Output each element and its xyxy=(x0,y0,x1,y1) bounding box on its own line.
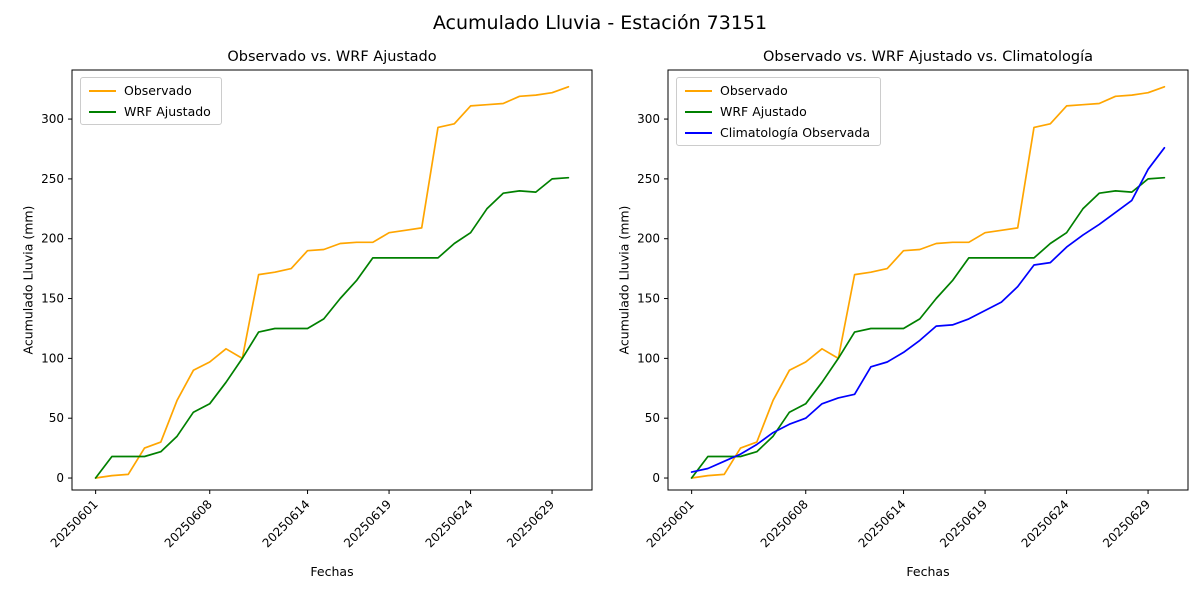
left-chart-ylabel: Acumulado Lluvia (mm) xyxy=(20,205,36,355)
svg-text:20250619: 20250619 xyxy=(937,497,990,550)
left-chart-legend: Observado WRF Ajustado xyxy=(80,77,222,125)
observado-line-swatch xyxy=(89,89,116,92)
wrf-ajustado-line-swatch xyxy=(685,110,712,113)
svg-text:20250614: 20250614 xyxy=(856,497,909,550)
legend-label: Observado xyxy=(720,83,788,98)
svg-text:50: 50 xyxy=(645,411,660,425)
legend-entry: WRF Ajustado xyxy=(89,104,211,119)
right-chart-ylabel: Acumulado Lluvia (mm) xyxy=(616,205,632,355)
series-line-observado xyxy=(690,85,1166,479)
legend-label: Observado xyxy=(124,83,192,98)
legend-entry: Observado xyxy=(685,83,870,98)
right-chart-title: Observado vs. WRF Ajustado vs. Climatolo… xyxy=(763,49,1093,65)
series-line-wrf-ajustado xyxy=(690,176,1166,479)
svg-text:0: 0 xyxy=(56,471,64,485)
wrf-ajustado-line-swatch xyxy=(89,110,116,113)
right-chart-canvas: 0 50 100 150 200 250 300 20250601 20250608 202506… xyxy=(637,69,1189,550)
svg-text:250: 250 xyxy=(41,172,64,186)
svg-text:200: 200 xyxy=(41,232,64,246)
series-line-observado xyxy=(94,85,570,479)
svg-text:20250601: 20250601 xyxy=(48,497,101,550)
left-chart-title: Observado vs. WRF Ajustado xyxy=(227,49,437,65)
svg-text:20250624: 20250624 xyxy=(1019,497,1072,550)
svg-text:20250601: 20250601 xyxy=(644,497,697,550)
climatologia-line-swatch xyxy=(685,131,712,134)
svg-text:20250624: 20250624 xyxy=(423,497,476,550)
svg-text:20250614: 20250614 xyxy=(260,497,313,550)
svg-text:50: 50 xyxy=(49,411,64,425)
legend-label: Climatología Observada xyxy=(720,125,870,140)
series-line-climatología-observada xyxy=(690,146,1166,473)
right-chart-xlabel: Fechas xyxy=(906,564,950,579)
legend-entry: Observado xyxy=(89,83,211,98)
observado-line-swatch xyxy=(685,89,712,92)
svg-text:20250629: 20250629 xyxy=(504,497,557,550)
legend-label: WRF Ajustado xyxy=(720,104,807,119)
svg-text:100: 100 xyxy=(41,351,64,365)
svg-text:20250608: 20250608 xyxy=(758,497,811,550)
series-line-wrf-ajustado xyxy=(94,176,570,479)
svg-text:250: 250 xyxy=(637,172,660,186)
legend-label: WRF Ajustado xyxy=(124,104,211,119)
figure-title: Acumulado Lluvia - Estación 73151 xyxy=(432,12,768,34)
svg-text:300: 300 xyxy=(41,112,64,126)
legend-entry: WRF Ajustado xyxy=(685,104,870,119)
svg-text:300: 300 xyxy=(637,112,660,126)
right-chart-legend: Observado WRF Ajustado Climatología Obse… xyxy=(676,77,881,146)
left-chart-canvas: 0 50 100 150 200 250 300 20250601 20250608 202506… xyxy=(41,69,593,550)
svg-text:100: 100 xyxy=(637,351,660,365)
left-chart-xlabel: Fechas xyxy=(310,564,354,579)
svg-text:150: 150 xyxy=(637,292,660,306)
svg-text:20250629: 20250629 xyxy=(1100,497,1153,550)
svg-text:20250608: 20250608 xyxy=(162,497,215,550)
svg-text:200: 200 xyxy=(637,232,660,246)
svg-text:150: 150 xyxy=(41,292,64,306)
svg-text:0: 0 xyxy=(652,471,660,485)
svg-text:20250619: 20250619 xyxy=(341,497,394,550)
legend-entry: Climatología Observada xyxy=(685,125,870,140)
